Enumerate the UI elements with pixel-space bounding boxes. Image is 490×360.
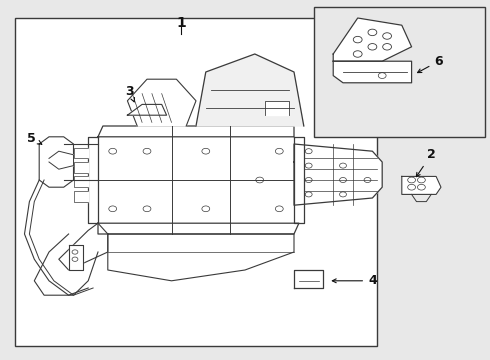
Bar — [314, 7, 485, 137]
Polygon shape — [98, 223, 299, 234]
Text: 4: 4 — [332, 274, 377, 287]
Bar — [98, 137, 294, 223]
Polygon shape — [59, 223, 108, 270]
Polygon shape — [265, 101, 289, 115]
Polygon shape — [88, 137, 98, 223]
Polygon shape — [108, 234, 294, 281]
Polygon shape — [74, 162, 88, 173]
Polygon shape — [74, 176, 88, 187]
Polygon shape — [74, 191, 88, 202]
Polygon shape — [69, 245, 83, 270]
Polygon shape — [333, 18, 412, 61]
Polygon shape — [127, 104, 167, 115]
Polygon shape — [39, 137, 74, 187]
Text: 3: 3 — [125, 85, 134, 102]
Polygon shape — [294, 270, 323, 288]
Polygon shape — [402, 176, 441, 194]
Text: 5: 5 — [27, 132, 42, 145]
Polygon shape — [294, 137, 304, 223]
Polygon shape — [294, 144, 382, 205]
Polygon shape — [127, 79, 196, 126]
Polygon shape — [74, 148, 88, 158]
Polygon shape — [196, 54, 304, 126]
Bar — [15, 18, 377, 346]
Polygon shape — [98, 126, 294, 137]
Polygon shape — [333, 61, 412, 83]
Text: 6: 6 — [417, 55, 443, 73]
Text: 1: 1 — [176, 17, 186, 30]
Text: 2: 2 — [416, 148, 436, 177]
Polygon shape — [49, 151, 74, 169]
